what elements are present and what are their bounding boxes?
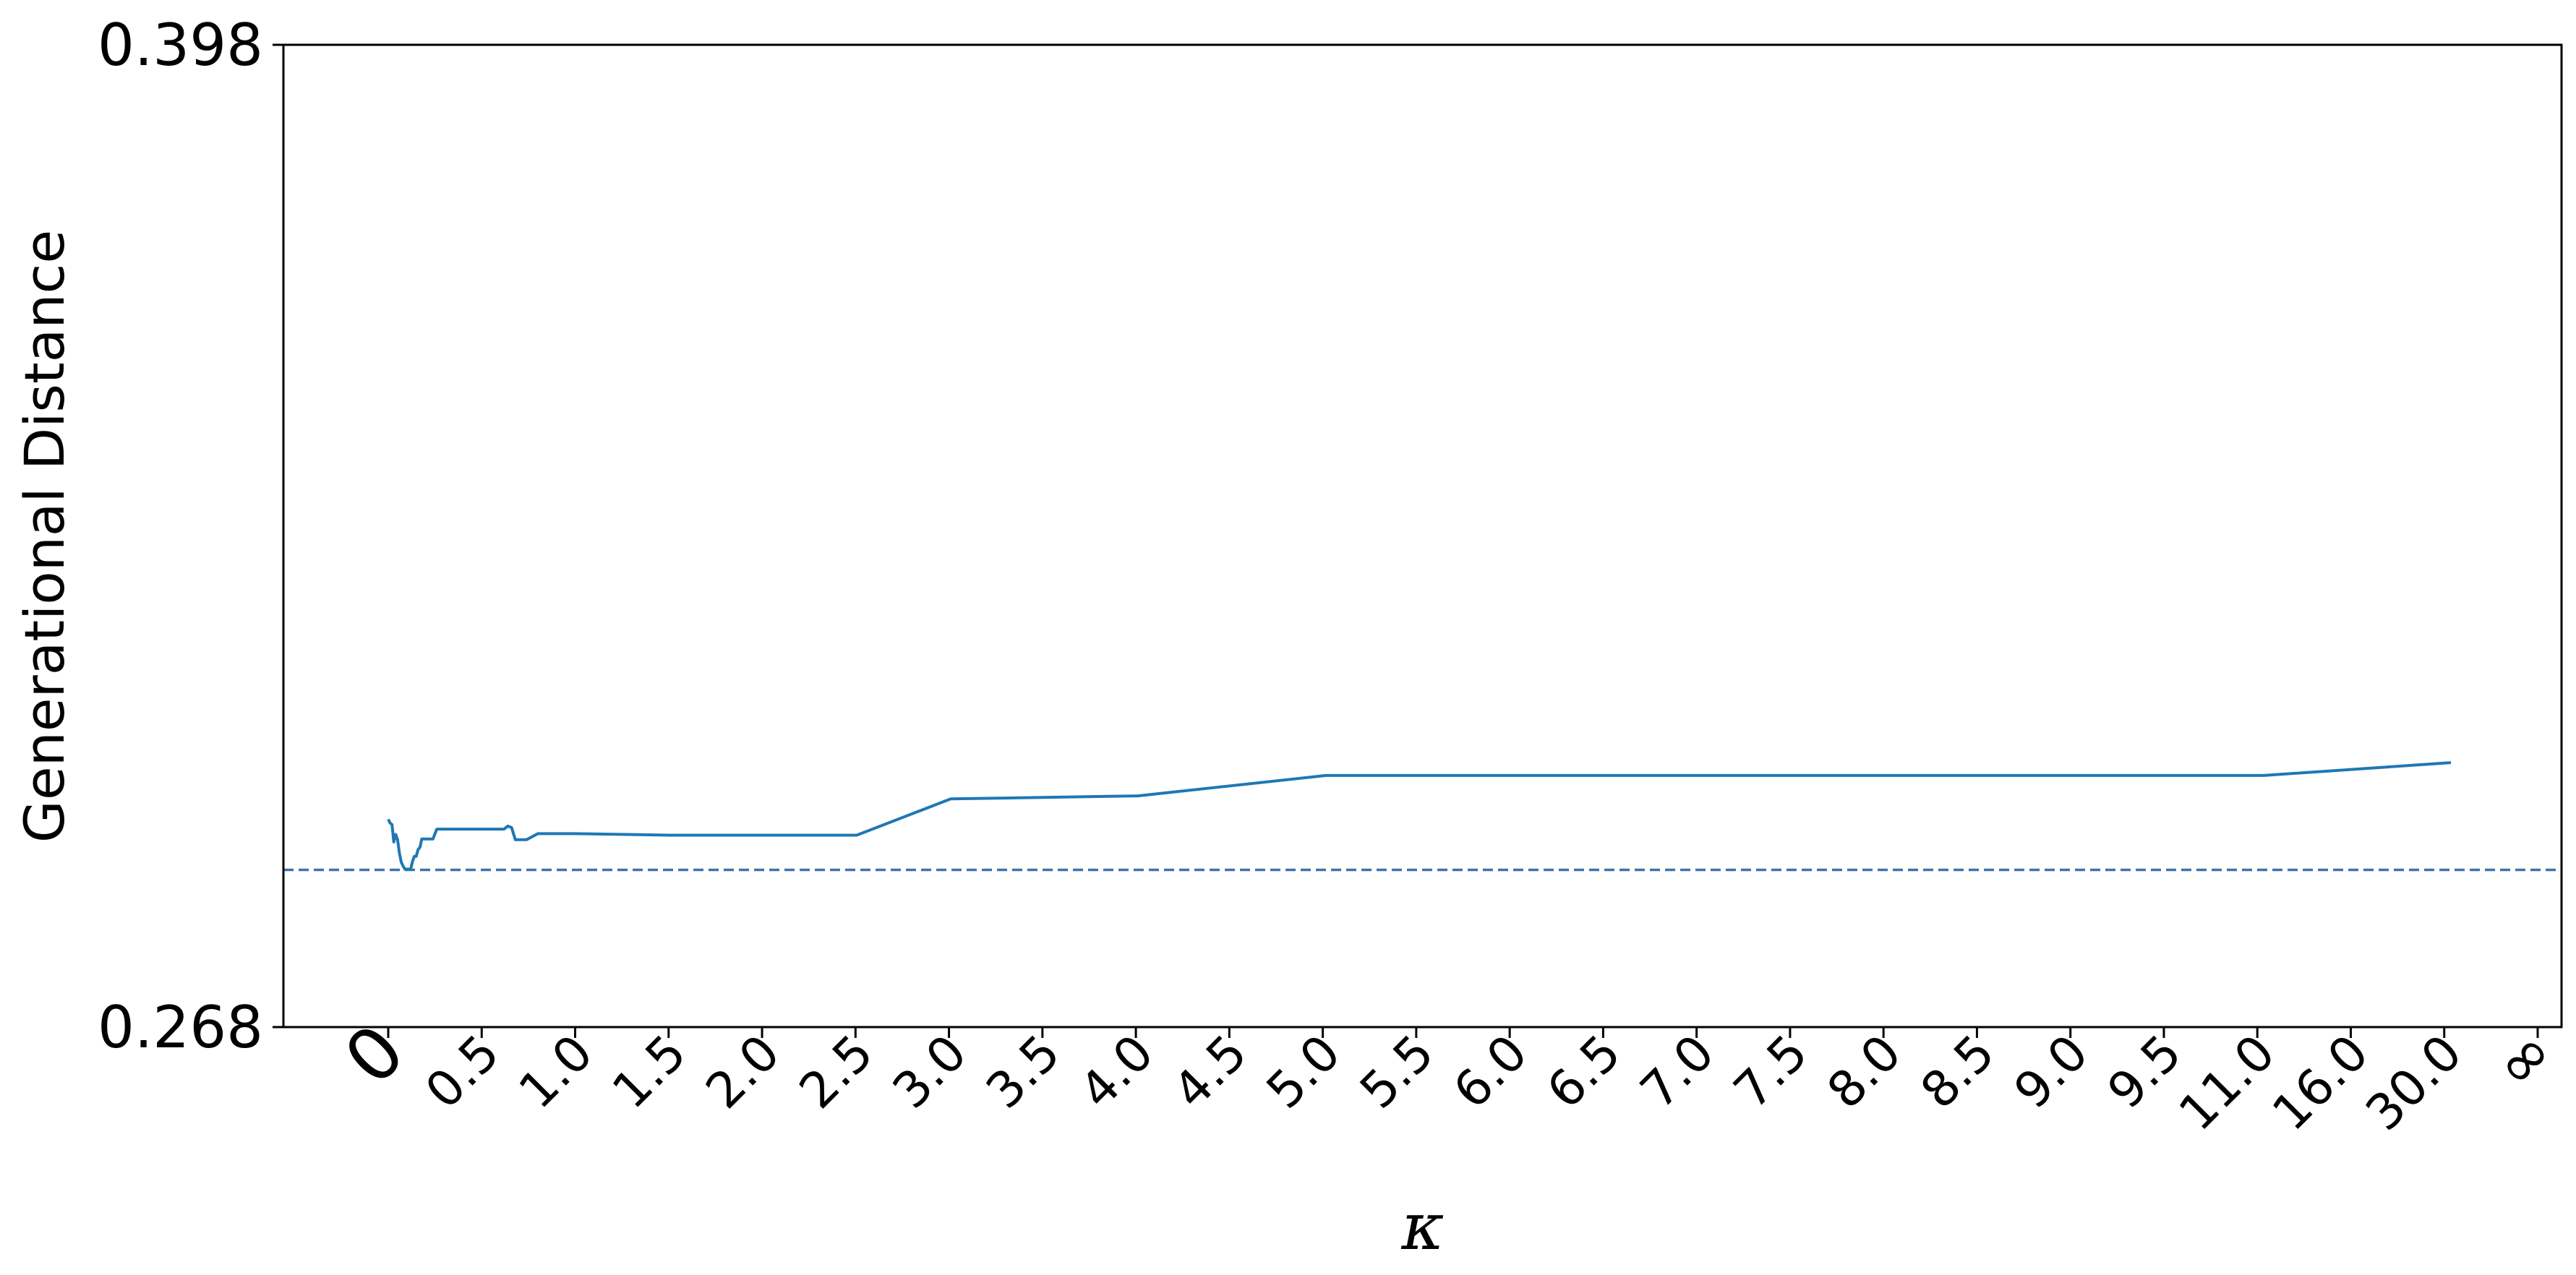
x-tick-label: 8.5 — [1910, 1024, 2006, 1120]
x-tick-label: 0.5 — [415, 1024, 510, 1120]
x-tick-label: 9.0 — [2003, 1024, 2099, 1120]
x-tick-label: 11.0 — [2168, 1024, 2286, 1142]
x-axis-label: κ — [1400, 1189, 1444, 1265]
plot-area — [282, 43, 2563, 1029]
x-tick-label: 3.5 — [976, 1024, 1071, 1120]
x-tick-label: 8.0 — [1817, 1024, 1912, 1120]
x-tick-label: 4.0 — [1069, 1024, 1165, 1120]
x-tick-label: 5.5 — [1350, 1024, 1445, 1120]
x-tick-label: 7.0 — [1630, 1024, 1725, 1120]
x-tick-label: 3.0 — [882, 1024, 977, 1120]
x-tick-label: 30.0 — [2355, 1024, 2473, 1142]
y-tick-label: 0.398 — [98, 12, 263, 79]
x-tick-label: 6.0 — [1443, 1024, 1539, 1120]
x-tick-label: 2.5 — [789, 1024, 884, 1120]
x-tick-label: 5.0 — [1256, 1024, 1351, 1120]
series-line — [387, 761, 2452, 871]
x-tick-label: 1.0 — [508, 1024, 604, 1120]
y-axis-ticks: 0.268 0.398 — [98, 12, 283, 1061]
x-tick-label: 0 — [328, 1008, 421, 1101]
x-tick-label: 1.5 — [602, 1024, 697, 1120]
y-tick-label: 0.268 — [98, 994, 263, 1061]
x-axis-ticks: 00.51.01.52.02.53.03.54.04.55.05.56.06.5… — [328, 1008, 2569, 1142]
axes-frame — [282, 43, 2563, 1029]
x-tick-label: 7.5 — [1724, 1024, 1819, 1120]
x-tick-label: 6.5 — [1536, 1024, 1632, 1120]
x-tick-label: 4.5 — [1163, 1024, 1258, 1120]
y-axis-label: Generational Distance — [12, 230, 77, 843]
x-tick-label: 16.0 — [2262, 1024, 2380, 1142]
x-tick-label: 2.0 — [696, 1024, 791, 1120]
